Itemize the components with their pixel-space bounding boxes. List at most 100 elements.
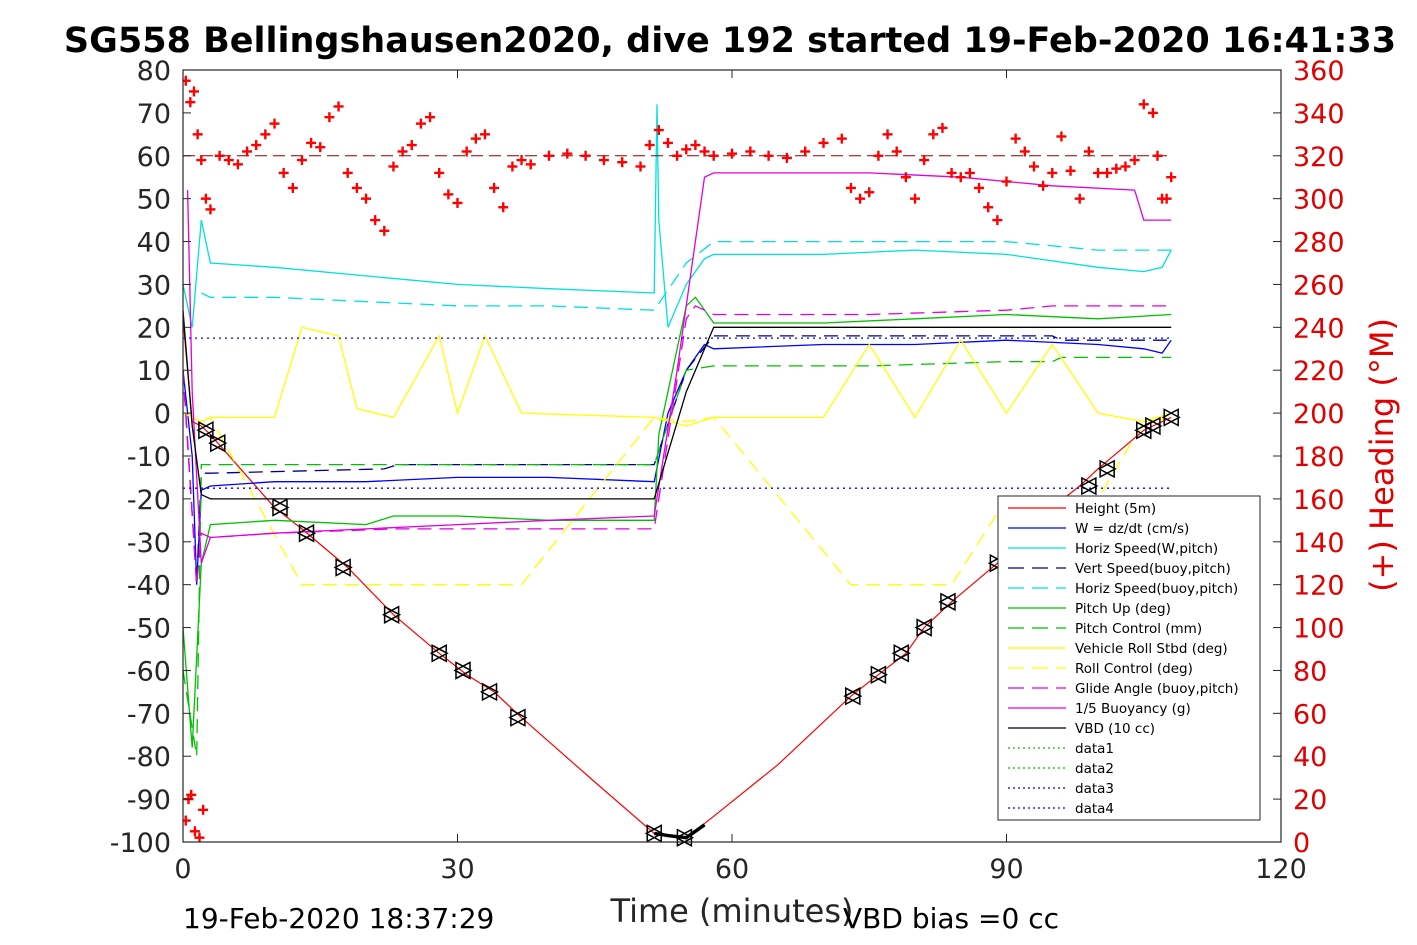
depth-marker: [891, 644, 911, 663]
y-tick-label: 20: [137, 313, 171, 344]
legend-label-8: Roll Control (deg): [1075, 661, 1193, 677]
depth-marker: [1161, 408, 1181, 427]
heading-point: [928, 129, 939, 140]
heading-point: [745, 146, 756, 157]
heading-point: [974, 182, 985, 193]
heading-point: [763, 150, 774, 161]
heading-point: [333, 101, 344, 112]
heading-point: [1056, 131, 1067, 142]
heading-point: [699, 146, 710, 157]
legend-label-3: Vert Speed(buoy,pitch): [1075, 561, 1231, 577]
legend-label-10: 1/5 Buoyancy (g): [1075, 701, 1191, 717]
y-tick-label: -100: [110, 828, 171, 859]
heading-point: [900, 172, 911, 183]
heading-point: [525, 159, 536, 170]
heading-point: [937, 122, 948, 133]
heading-point: [690, 140, 701, 151]
heading-point: [406, 140, 417, 151]
heading-point: [882, 129, 893, 140]
y-tick-label: -40: [127, 571, 171, 602]
heading-point: [342, 167, 353, 178]
heading-point: [1019, 146, 1030, 157]
heading-point: [562, 148, 573, 159]
y-right-tick-label: 260: [1293, 270, 1345, 301]
y-right-tick-label: 20: [1293, 785, 1327, 816]
y-tick-label: 40: [137, 228, 171, 259]
series-line-6: [183, 356, 1172, 757]
x-tick-label: 90: [989, 854, 1023, 885]
heading-point: [1111, 163, 1122, 174]
heading-point: [324, 112, 335, 123]
heading-point: [891, 146, 902, 157]
y-right-tick-label: 280: [1293, 228, 1345, 259]
series-line-4: [201, 240, 1172, 311]
depth-marker: [429, 644, 449, 663]
heading-point: [708, 150, 719, 161]
heading-point: [185, 97, 196, 108]
heading-point: [507, 161, 518, 172]
heading-point: [662, 137, 673, 148]
heading-point: [1093, 167, 1103, 178]
y-tick-label: -60: [127, 656, 171, 687]
heading-point: [351, 182, 362, 193]
heading-point: [1028, 161, 1039, 172]
legend-label-7: Vehicle Roll Stbd (deg): [1075, 641, 1228, 657]
depth-marker: [914, 618, 934, 637]
heading-point: [278, 167, 289, 178]
heading-point: [644, 140, 655, 151]
y-right-tick-label: 200: [1293, 399, 1345, 430]
heading-point: [232, 159, 243, 170]
depth-marker: [1143, 416, 1163, 436]
heading-point: [635, 161, 646, 172]
y-right-tick-label: 100: [1293, 614, 1345, 645]
y-tick-label: 80: [137, 56, 171, 87]
depth-marker: [938, 592, 958, 612]
heading-point: [489, 182, 500, 193]
y-right-tick-label: 240: [1293, 313, 1345, 344]
heading-point: [516, 155, 527, 166]
series-line-11: [183, 310, 1172, 500]
heading-point: [544, 150, 554, 161]
y-tick-label: 50: [137, 185, 171, 216]
legend: Height (5m) W = dz/dt (cm/s) Horiz Speed(W…: [997, 495, 1261, 821]
heading-point: [269, 118, 280, 129]
y-tick-label: 70: [137, 99, 171, 130]
heading-point: [498, 202, 509, 213]
heading-point: [992, 215, 1003, 226]
heading-point: [836, 133, 847, 144]
heading-point: [188, 86, 199, 97]
legend-label-14: data3: [1075, 781, 1114, 797]
heading-point: [205, 204, 216, 215]
y-axis-label-right: (+) Heading (°M): [1363, 318, 1401, 592]
depth-marker: [843, 686, 863, 706]
y-right-tick-label: 120: [1293, 571, 1345, 602]
y-right-tick-label: 80: [1293, 656, 1327, 687]
heading-point: [200, 193, 211, 204]
legend-label-13: data2: [1075, 761, 1114, 777]
y-tick-label: -30: [127, 528, 171, 559]
heading-point: [1001, 176, 1012, 187]
heading-point: [1129, 155, 1140, 166]
heading-point: [425, 112, 436, 123]
x-tick-label: 60: [715, 854, 749, 885]
heading-point: [855, 193, 866, 204]
y-right-tick-label: 60: [1293, 699, 1327, 730]
heading-point: [196, 155, 207, 166]
depth-marker: [479, 682, 500, 702]
heading-point: [296, 155, 307, 166]
y-tick-label: -90: [127, 785, 171, 816]
chart-title: SG558 Bellingshausen2020, dive 192 start…: [64, 21, 1396, 61]
heading-point: [397, 146, 408, 157]
heading-point: [479, 129, 490, 140]
y-right-tick-label: 340: [1293, 99, 1345, 130]
heading-point: [800, 146, 811, 157]
heading-point: [910, 193, 920, 204]
x-tick-label: 0: [174, 854, 191, 885]
y-right-tick-label: 180: [1293, 442, 1345, 473]
y-tick-label: 30: [137, 270, 171, 301]
footer-timestamp: 19-Feb-2020 18:37:29: [183, 902, 494, 935]
heading-point: [251, 140, 262, 151]
legend-label-15: data4: [1075, 801, 1114, 817]
heading-point: [845, 182, 856, 193]
heading-point: [214, 150, 225, 161]
